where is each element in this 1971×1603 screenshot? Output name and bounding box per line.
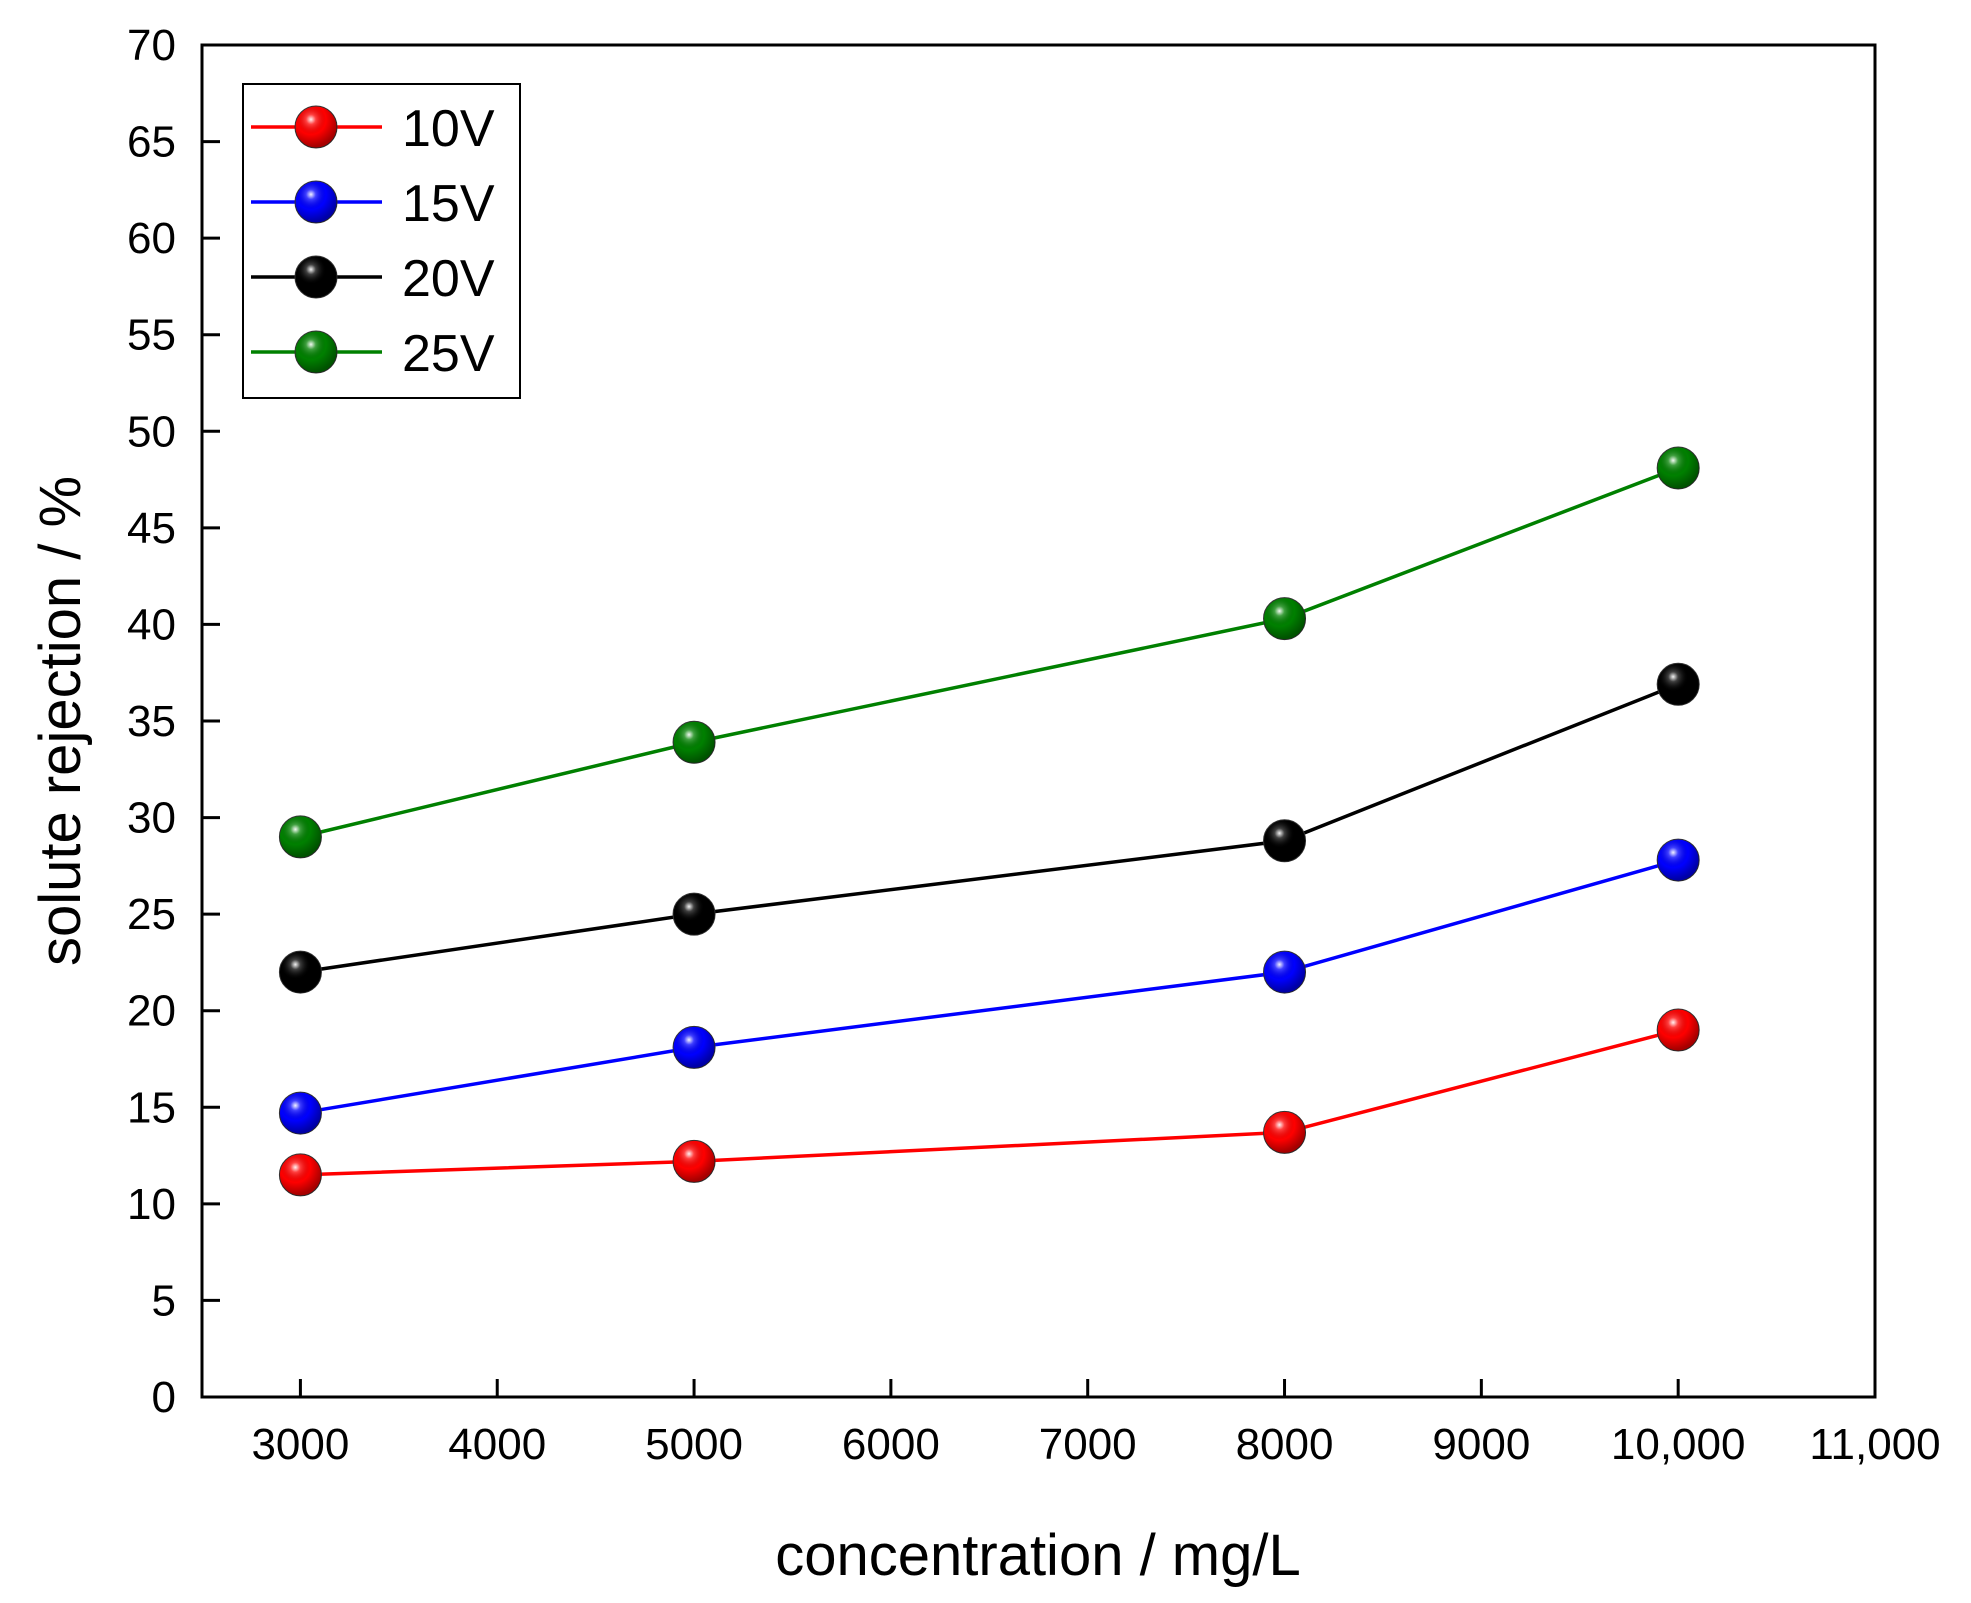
data-point-shine <box>279 1153 322 1196</box>
y-tick-label: 5 <box>152 1276 176 1325</box>
data-point-shine <box>1657 1009 1700 1052</box>
data-point-shine <box>673 1026 716 1069</box>
legend-marker-shine <box>295 256 337 298</box>
legend-marker-shine <box>295 331 337 373</box>
y-tick-label: 55 <box>127 311 176 360</box>
legend-label-15V: 15V <box>402 175 495 233</box>
y-tick-label: 10 <box>127 1180 176 1229</box>
x-tick-label: 4000 <box>448 1420 546 1469</box>
y-tick-label: 50 <box>127 407 176 456</box>
data-point-shine <box>279 815 322 858</box>
y-tick-label: 15 <box>127 1083 176 1132</box>
data-point-shine <box>1657 446 1700 489</box>
y-tick-label: 35 <box>127 697 176 746</box>
y-tick-label: 65 <box>127 118 176 167</box>
x-tick-label: 8000 <box>1236 1420 1334 1469</box>
y-tick-label: 30 <box>127 794 176 843</box>
x-tick-label: 7000 <box>1039 1420 1137 1469</box>
legend-marker-shine <box>295 106 337 148</box>
data-point-shine <box>1263 1111 1306 1154</box>
x-axis-title: concentration / mg/L <box>775 1523 1301 1588</box>
x-tick-label: 10,000 <box>1611 1420 1746 1469</box>
data-point-shine <box>1263 819 1306 862</box>
legend-label-20V: 20V <box>402 250 495 308</box>
data-point-shine <box>673 1140 716 1183</box>
y-tick-label: 0 <box>152 1373 176 1422</box>
x-tick-label: 11,000 <box>1809 1420 1940 1469</box>
y-tick-label: 45 <box>127 504 176 553</box>
data-point-shine <box>1657 663 1700 706</box>
data-point-shine <box>673 893 716 936</box>
series-line-25V <box>300 466 1679 839</box>
y-axis-title: solute rejection / % <box>28 476 93 966</box>
data-point-shine <box>1263 951 1306 994</box>
legend-label-25V: 25V <box>402 325 495 383</box>
data-point-shine <box>279 1092 322 1135</box>
x-axis: 3000 4000 5000 6000 7000 8000 9000 10,000 11,000 <box>251 1379 1941 1469</box>
legend-label-10V: 10V <box>402 100 495 158</box>
x-tick-label: 9000 <box>1432 1420 1530 1469</box>
y-axis: 0 5 10 15 20 25 30 35 40 45 50 55 60 65 70 <box>127 21 220 1422</box>
y-tick-label: 60 <box>127 214 176 263</box>
series-line-10V <box>300 1028 1679 1177</box>
y-tick-label: 40 <box>127 600 176 649</box>
x-tick-label: 5000 <box>645 1420 743 1469</box>
data-point-shine <box>279 951 322 994</box>
data-point-shine <box>1657 839 1700 882</box>
series-layer <box>278 446 1700 1197</box>
data-point-shine <box>1263 597 1306 640</box>
legend-box <box>242 83 521 399</box>
x-tick-label: 6000 <box>842 1420 940 1469</box>
x-tick-label: 3000 <box>251 1420 349 1469</box>
y-tick-label: 25 <box>127 890 176 939</box>
series-line-20V <box>300 682 1679 974</box>
data-point-shine <box>673 721 716 764</box>
legend: 10V 15V 20V 25V <box>242 83 521 399</box>
y-tick-label: 70 <box>127 21 176 70</box>
y-tick-label: 20 <box>127 987 176 1036</box>
legend-marker-shine <box>295 181 337 223</box>
series-line-15V <box>300 858 1679 1115</box>
